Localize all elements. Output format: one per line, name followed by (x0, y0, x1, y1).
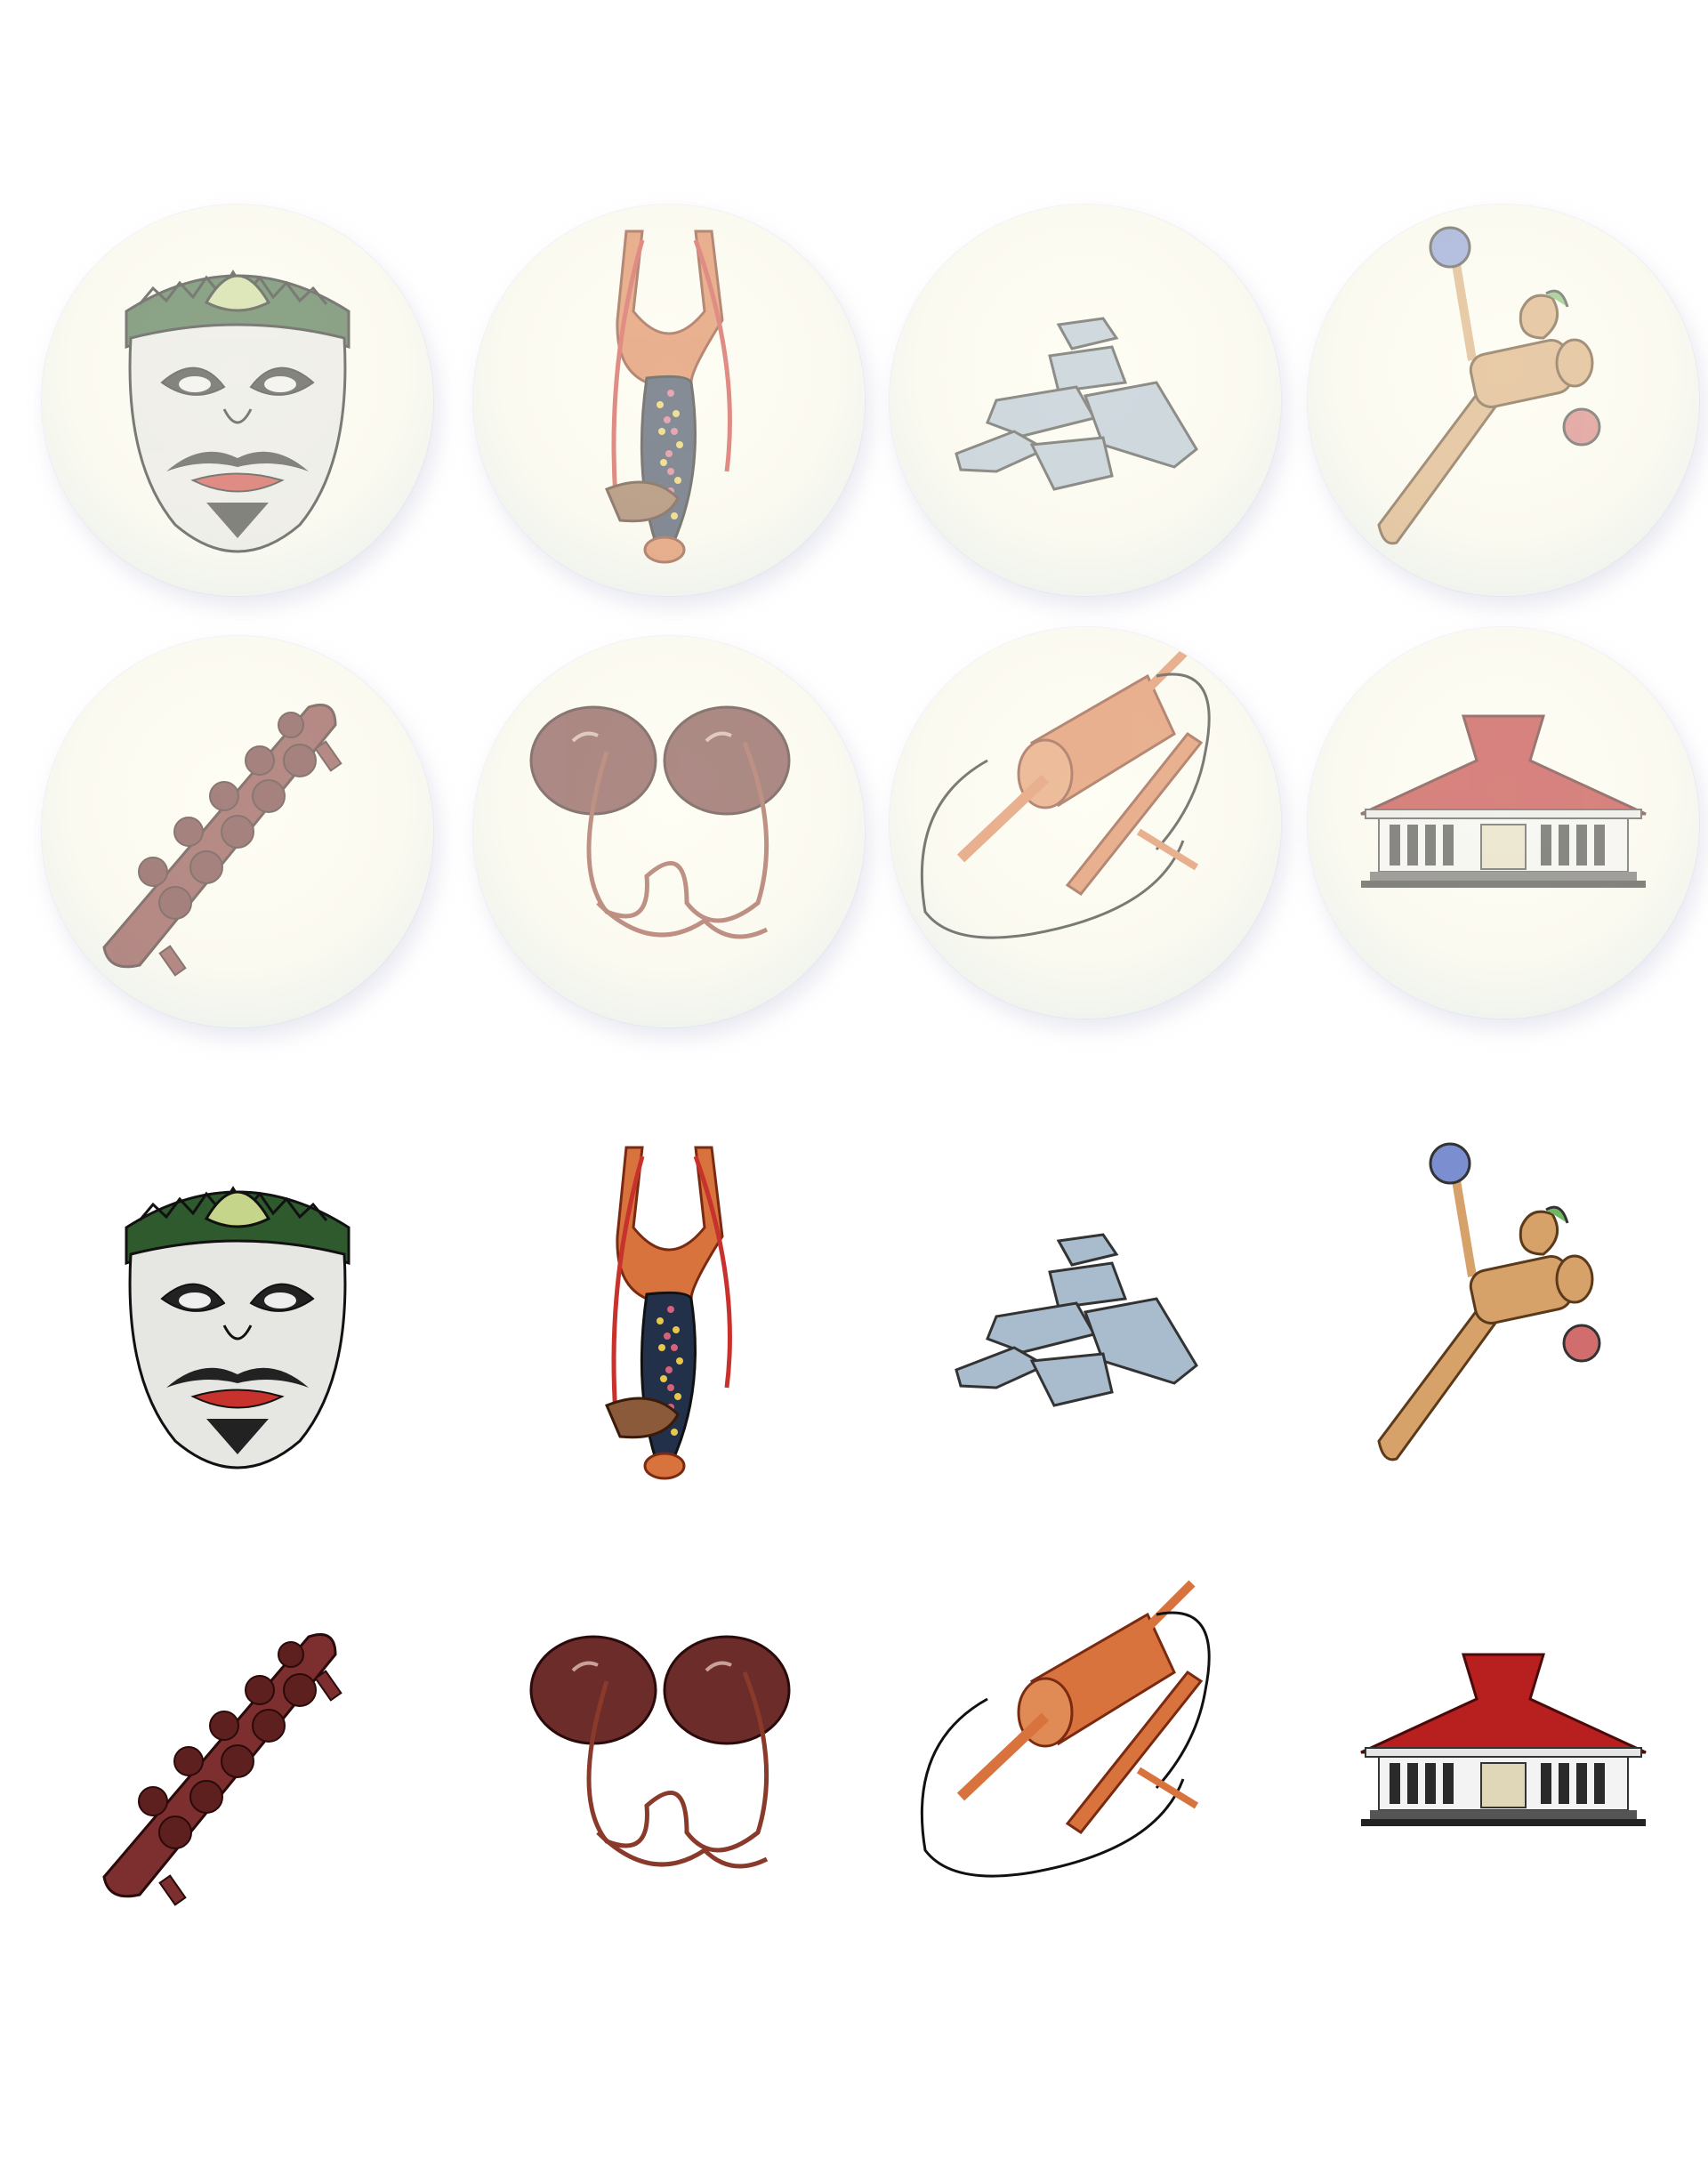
slingshot-icon (473, 1121, 865, 1512)
coconut-shell-stilts-icon (473, 1566, 865, 1957)
wooden-toy-icon (1308, 1121, 1699, 1512)
stones-icon (890, 1121, 1281, 1512)
thread-spinner-plain (890, 1566, 1281, 1957)
joglo-house-bubble (1308, 627, 1699, 1019)
wooden-toy-plain (1308, 1121, 1699, 1512)
congklak-board-icon (42, 1566, 433, 1957)
mask-icon (42, 1121, 433, 1512)
wooden-toy-icon (1308, 205, 1699, 596)
mask-icon (42, 205, 433, 596)
slingshot-icon (473, 205, 865, 596)
slingshot-bubble (473, 205, 865, 596)
congklak-board-plain (42, 1566, 433, 1957)
coconut-shell-stilts-plain (473, 1566, 865, 1957)
thread-spinner-bubble (890, 627, 1281, 1019)
congklak-board-icon (42, 636, 433, 1027)
slingshot-plain (473, 1121, 865, 1512)
coconut-shell-stilts-bubble (473, 636, 865, 1027)
joglo-house-icon (1308, 1566, 1699, 1957)
mask-bubble (42, 205, 433, 596)
coconut-shell-stilts-icon (473, 636, 865, 1027)
congklak-board-bubble (42, 636, 433, 1027)
joglo-house-plain (1308, 1566, 1699, 1957)
mask-plain (42, 1121, 433, 1512)
wooden-toy-bubble (1308, 205, 1699, 596)
thread-spinner-icon (890, 1566, 1281, 1957)
joglo-house-icon (1308, 627, 1699, 1019)
stones-icon (890, 205, 1281, 596)
thread-spinner-icon (890, 627, 1281, 1019)
stones-plain (890, 1121, 1281, 1512)
stones-bubble (890, 205, 1281, 596)
